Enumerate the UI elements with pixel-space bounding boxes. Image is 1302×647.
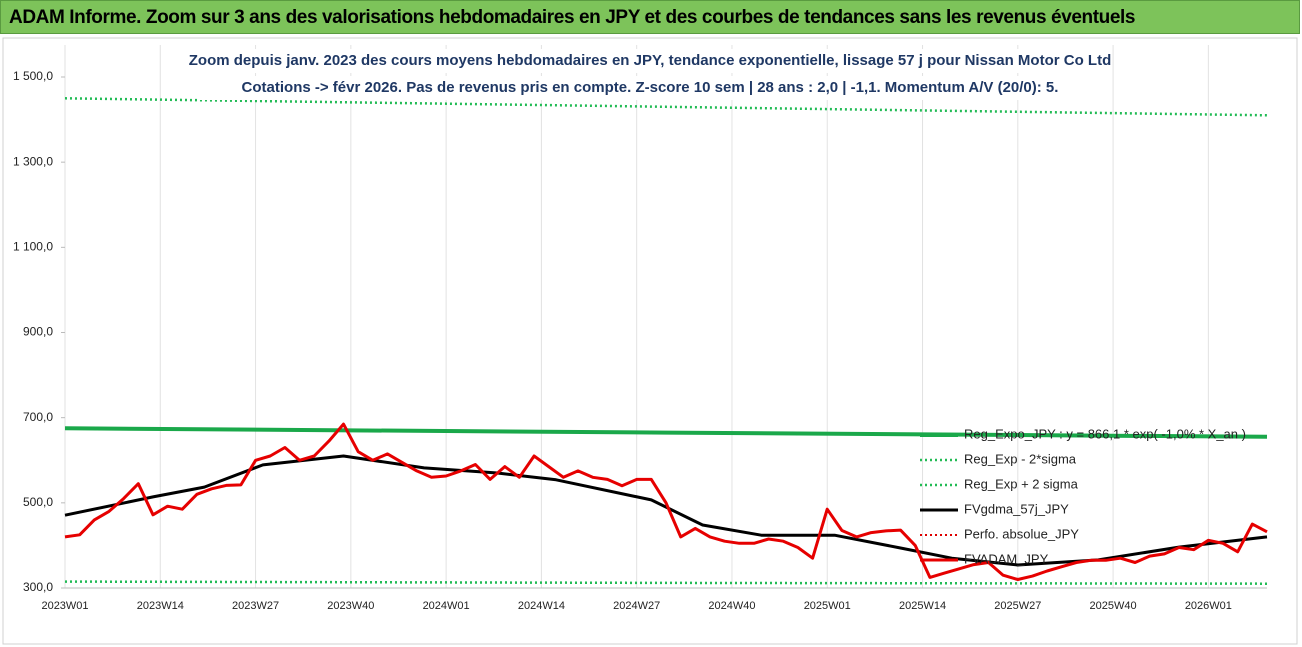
x-tick-label: 2025W40 bbox=[1090, 600, 1137, 612]
y-tick-label: 900,0 bbox=[23, 325, 53, 339]
legend-label: Perfo. absolue_JPY bbox=[964, 526, 1079, 541]
x-tick-label: 2023W27 bbox=[232, 600, 279, 612]
x-tick-label: 2025W14 bbox=[899, 600, 946, 612]
header-title: ADAM Informe. Zoom sur 3 ans des valoris… bbox=[0, 0, 1300, 34]
legend-label: Reg_Exp - 2*sigma bbox=[964, 451, 1077, 466]
x-tick-label: 2023W14 bbox=[137, 600, 184, 612]
x-tick-label: 2025W01 bbox=[804, 600, 851, 612]
y-tick-label: 1 500,0 bbox=[13, 69, 53, 83]
chart-frame bbox=[2, 37, 1298, 645]
y-tick-label: 300,0 bbox=[23, 580, 53, 594]
x-tick-label: 2024W01 bbox=[423, 600, 470, 612]
series-line bbox=[64, 454, 1268, 567]
x-tick-label: 2023W01 bbox=[41, 600, 88, 612]
series-line bbox=[64, 97, 1268, 117]
series-line bbox=[64, 426, 1268, 439]
subtitle: Zoom depuis janv. 2023 des cours moyens … bbox=[189, 52, 1111, 69]
legend-label: FVgdma_57j_JPY bbox=[964, 501, 1069, 516]
x-tick-label: 2024W14 bbox=[518, 600, 565, 612]
x-tick-label: 2026W01 bbox=[1185, 600, 1232, 612]
subtitle: Cotations -> févr 2026. Pas de revenus p… bbox=[242, 79, 1059, 96]
series-line bbox=[64, 422, 1268, 581]
legend-label: FVADAM_JPY bbox=[964, 551, 1049, 566]
x-tick-label: 2023W40 bbox=[327, 600, 374, 612]
legend-label: Reg_Exp + 2 sigma bbox=[964, 476, 1079, 491]
y-tick-label: 500,0 bbox=[23, 495, 53, 509]
chart: 2023W01 2023W14 2023W27 2023W40 2024W01 2024W… bbox=[2, 37, 1298, 645]
y-tick-label: 1 100,0 bbox=[13, 240, 53, 254]
y-tick-label: 1 300,0 bbox=[13, 154, 53, 168]
subtitle-bg bbox=[200, 76, 1100, 100]
subtitle-bg bbox=[200, 49, 1100, 73]
y-tick-label: 700,0 bbox=[23, 410, 53, 424]
x-tick-label: 2024W40 bbox=[708, 600, 755, 612]
x-tick-label: 2025W27 bbox=[994, 600, 1041, 612]
x-tick-label: 2024W27 bbox=[613, 600, 660, 612]
series-line bbox=[64, 580, 1268, 585]
legend-label: Reg_Expo_JPY : y = 866,1 * exp( -1,0% * … bbox=[964, 426, 1246, 441]
